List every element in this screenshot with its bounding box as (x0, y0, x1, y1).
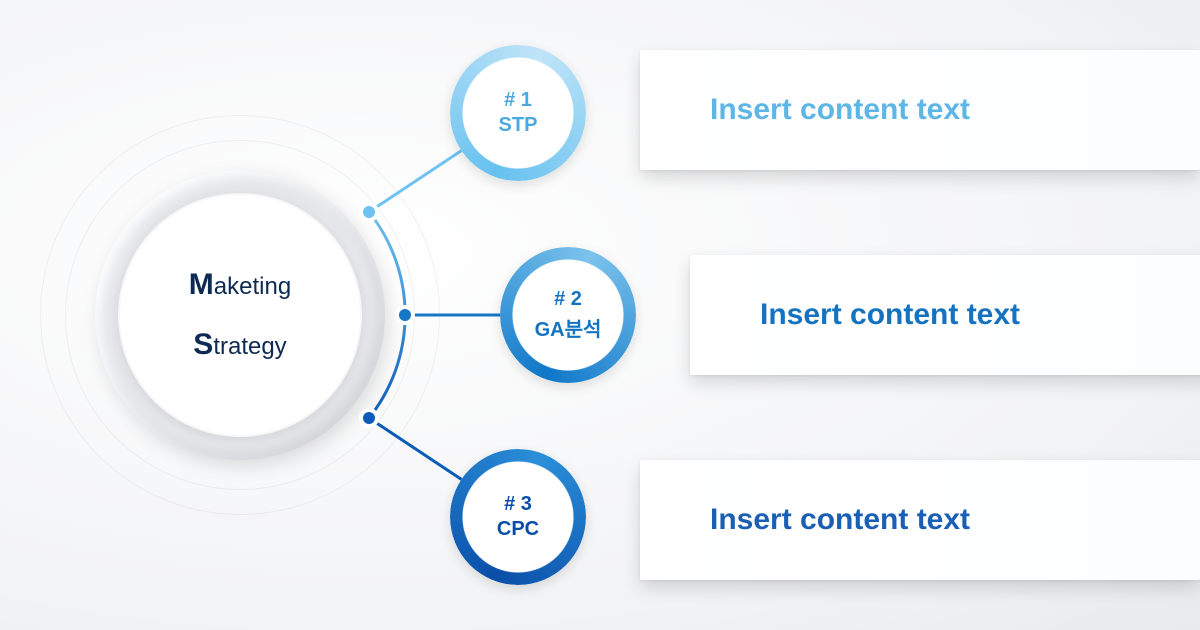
hub-title-line-2: Strategy (193, 315, 286, 375)
content-bar-3: Insert content text (640, 460, 1200, 580)
node-1-ring (450, 45, 586, 181)
node-2-ring (500, 247, 636, 383)
node-3: # 3 CPC (450, 449, 586, 585)
hub-line1-rest: aketing (214, 273, 291, 300)
node-2: # 2 GA분석 (500, 247, 636, 383)
content-text-1: Insert content text (710, 93, 970, 127)
hub-line2-rest: trategy (213, 333, 286, 360)
content-bar-2: Insert content text (690, 255, 1200, 375)
hub-line2-cap: S (193, 328, 213, 361)
hub-circle: Maketing Strategy (118, 193, 362, 437)
hub-line1-cap: M (189, 268, 214, 301)
node-1: # 1 STP (450, 45, 586, 181)
content-text-3: Insert content text (710, 503, 970, 537)
node-3-ring (450, 449, 586, 585)
content-text-2: Insert content text (760, 298, 1020, 332)
hub-title-line-1: Maketing (189, 255, 291, 315)
content-bar-1: Insert content text (640, 50, 1200, 170)
